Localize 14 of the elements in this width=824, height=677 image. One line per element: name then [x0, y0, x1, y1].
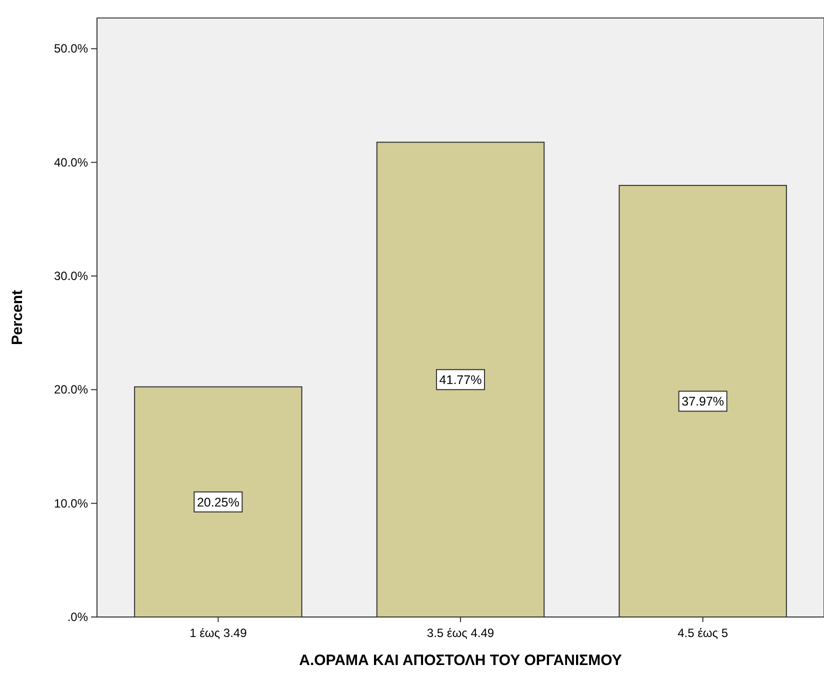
- x-tick-label: 1 έως 3.49: [190, 626, 248, 640]
- x-tick-label: 3.5 έως 4.49: [426, 626, 494, 640]
- y-tick-label: .0%: [67, 610, 88, 624]
- y-tick-label: 30.0%: [54, 269, 88, 284]
- data-label: 41.77%: [439, 373, 482, 388]
- x-tick-label: 4.5 έως 5: [678, 626, 728, 640]
- y-tick-label: 10.0%: [54, 496, 88, 510]
- data-label: 20.25%: [196, 495, 240, 510]
- data-label: 37.97%: [682, 394, 724, 409]
- x-axis-title: Α.ΟΡΑΜΑ ΚΑΙ ΑΠΟΣΤΟΛΗ ΤΟΥ ΟΡΓΑΝΙΣΜΟΥ: [299, 652, 622, 669]
- y-tick-label: 40.0%: [54, 155, 88, 170]
- y-axis-title: Percent: [9, 290, 26, 346]
- y-tick-label: 20.0%: [54, 382, 88, 397]
- y-tick-label: 50.0%: [54, 42, 88, 56]
